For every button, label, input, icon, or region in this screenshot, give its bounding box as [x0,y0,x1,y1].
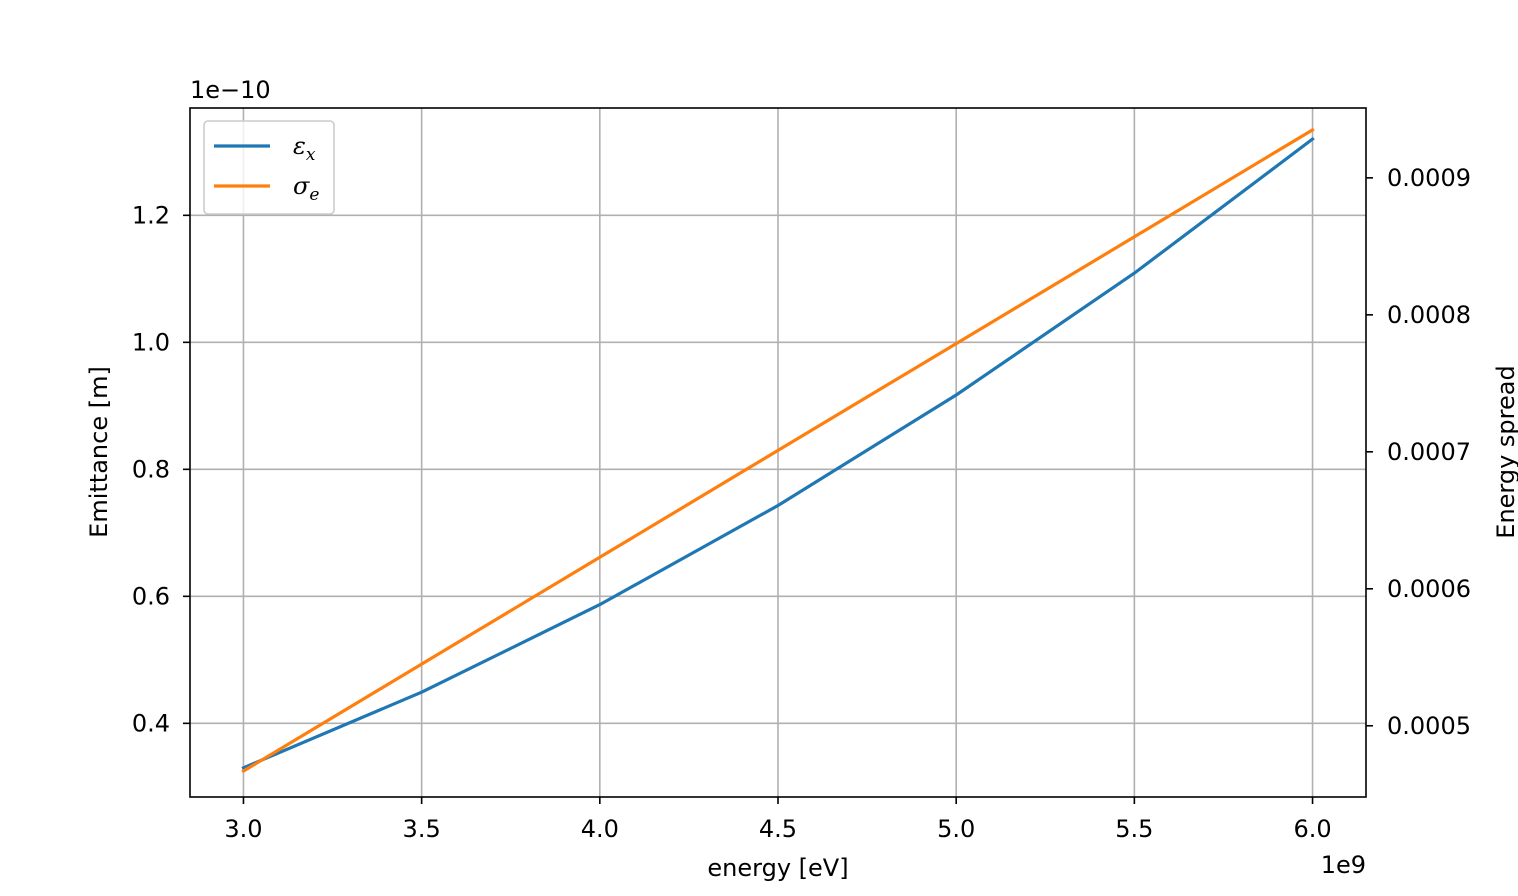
x-tick-label: 5.5 [1115,815,1153,843]
x-tick-label: 5.0 [937,815,975,843]
x-axis-label: energy [eV] [707,854,848,882]
x-axis-multiplier: 1e9 [1321,851,1366,879]
x-tick-label: 4.5 [759,815,797,843]
y-right-tick-label: 0.0009 [1387,164,1471,192]
grid-layer [190,108,1366,797]
y-right-tick-label: 0.0005 [1387,712,1471,740]
x-tick-label: 3.5 [403,815,441,843]
x-tick-label: 4.0 [581,815,619,843]
y-right-axis-label: Energy spread [1492,365,1518,538]
series-line-emittance [241,136,1315,770]
legend-box [203,120,335,215]
y-left-axis-label: Emittance [m] [85,366,113,538]
y-left-tick-label: 0.6 [132,582,170,610]
tick-layer: 3.0 3.5 4.0 4.5 5.0 5.5 6.0 0.4 0.6 0.8 1.0 1.2 0.00… [132,164,1471,843]
y-left-tick-label: 1.2 [132,201,170,229]
y-left-tick-label: 0.4 [132,709,170,737]
series-line-energy-spread [241,127,1315,774]
series-layer [241,127,1315,774]
y-right-tick-label: 0.0008 [1387,301,1471,329]
x-tick-label: 3.0 [224,815,262,843]
y-right-tick-label: 0.0006 [1387,575,1471,603]
legend-label-energy-spread: σe [293,172,319,205]
legend-label-emittance: εx [293,132,316,165]
x-tick-label: 6.0 [1293,815,1331,843]
y-left-tick-label: 0.8 [132,455,170,483]
legend: εx σe [203,120,335,215]
y-left-tick-label: 1.0 [132,328,170,356]
y-left-axis-multiplier: 1e−10 [190,76,271,104]
y-right-tick-label: 0.0007 [1387,438,1471,466]
